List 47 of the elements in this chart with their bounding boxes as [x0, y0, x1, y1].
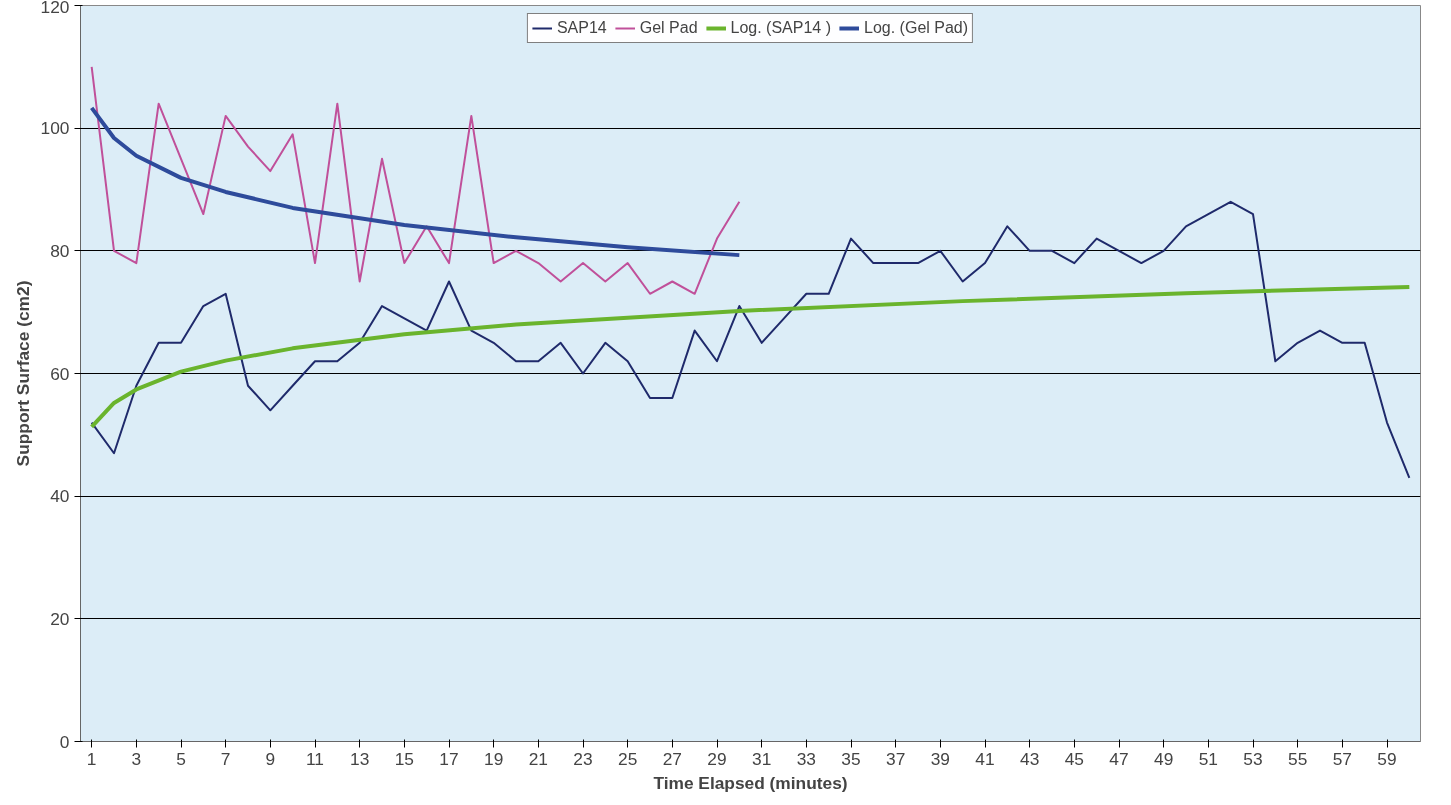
x-tick-label: 41 — [975, 748, 995, 769]
line-series — [90, 200, 1411, 479]
x-tick-label: 11 — [306, 748, 325, 769]
line-series — [90, 65, 741, 295]
x-tick-label: 33 — [796, 748, 816, 769]
x-tick-label: 43 — [1020, 748, 1040, 769]
x-tick-label: 37 — [886, 748, 906, 769]
x-tick-label: 21 — [528, 748, 548, 769]
x-tick-label: 31 — [752, 748, 772, 769]
x-tick-label: 25 — [618, 748, 638, 769]
x-tick-label: 59 — [1377, 748, 1397, 769]
x-tick-label: 57 — [1332, 748, 1352, 769]
x-tick-label: 15 — [394, 748, 414, 769]
y-tick-label: 20 — [50, 608, 70, 629]
legend-label: Log. (SAP14 ) — [730, 19, 832, 37]
x-tick-label: 55 — [1288, 748, 1308, 769]
legend-label: Log. (Gel Pad) — [864, 19, 969, 37]
legend-label: SAP14 — [556, 19, 607, 37]
x-tick-label: 53 — [1243, 748, 1263, 769]
x-tick-label: 29 — [707, 748, 727, 769]
x-tick-label: 17 — [439, 748, 459, 769]
x-axis-title: Time Elapsed (minutes) — [653, 772, 848, 793]
x-tick-label: 19 — [484, 748, 504, 769]
line-series — [89, 105, 742, 258]
x-tick-label: 51 — [1198, 748, 1218, 769]
y-tick-label: 0 — [59, 731, 70, 752]
x-tick-label: 45 — [1064, 748, 1084, 769]
x-tick-label: 49 — [1154, 748, 1174, 769]
y-tick-label: 120 — [40, 0, 70, 17]
x-tick-label: 39 — [930, 748, 950, 769]
x-tick-label: 13 — [350, 748, 370, 769]
x-tick-label: 35 — [841, 748, 861, 769]
x-tick-label: 9 — [265, 748, 276, 769]
y-tick-label: 100 — [40, 118, 70, 139]
y-tick-label: 80 — [50, 240, 70, 261]
x-tick-label: 1 — [86, 748, 97, 769]
x-tick-label: 47 — [1109, 748, 1129, 769]
line-series — [89, 285, 1412, 429]
x-tick-label: 3 — [131, 748, 142, 769]
x-tick-label: 27 — [662, 748, 682, 769]
x-tick-label: 23 — [573, 748, 593, 769]
x-tick-label: 7 — [220, 748, 231, 769]
y-tick-label: 60 — [50, 363, 70, 384]
x-tick-label: 5 — [176, 748, 186, 769]
y-axis-title: Support Surface (cm2) — [12, 280, 33, 467]
legend-label: Gel Pad — [639, 19, 698, 37]
y-tick-label: 40 — [50, 486, 70, 507]
